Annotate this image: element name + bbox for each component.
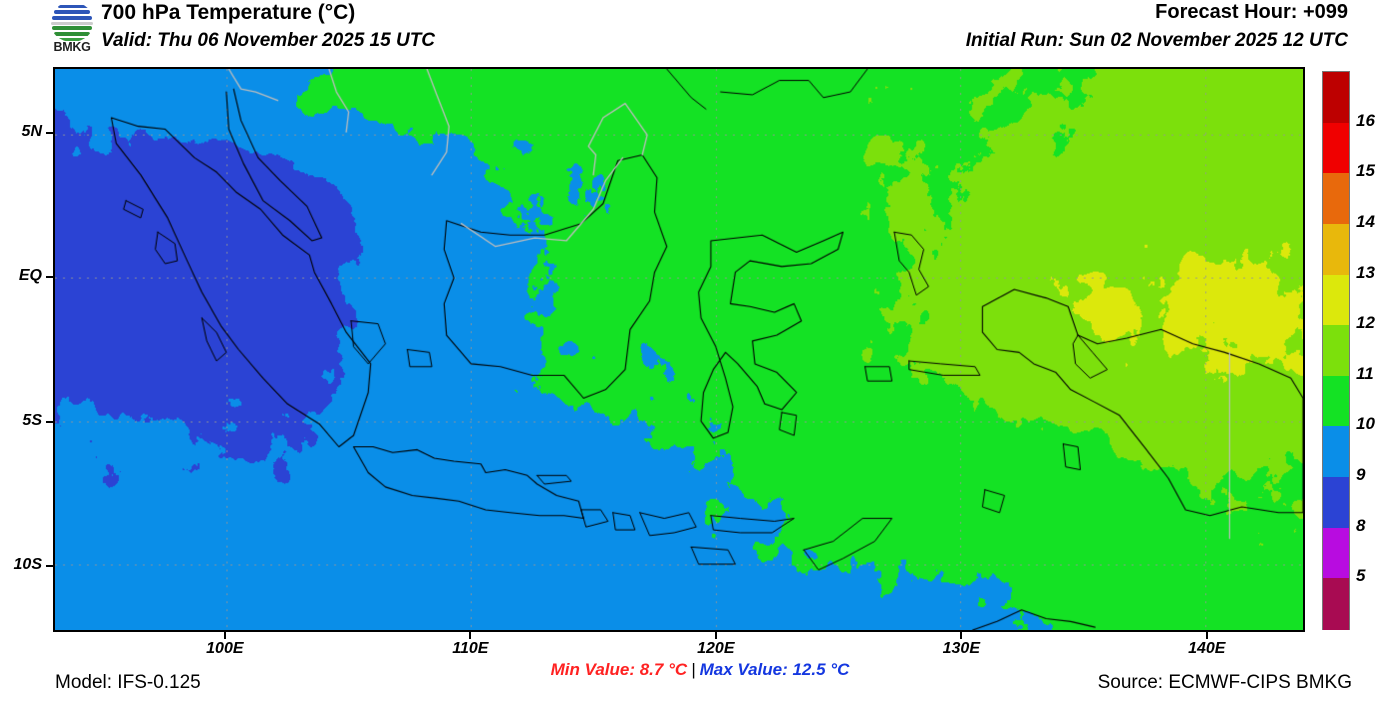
max-value-label: Max Value: 12.5 °C <box>699 660 850 679</box>
bmkg-logo-emblem-icon <box>50 2 94 42</box>
x-axis-tick-mark <box>469 632 472 639</box>
x-axis-tick-mark <box>223 632 226 639</box>
colorbar-tick-label: 9 <box>1356 465 1366 485</box>
colorbar-tick-label: 11 <box>1356 363 1374 383</box>
x-axis-tick-label: 130E <box>942 640 980 657</box>
page-title: 700 hPa Temperature (°C) <box>101 1 356 24</box>
logo-band <box>51 26 93 30</box>
colorbar-band <box>1323 426 1349 478</box>
temperature-contour-canvas <box>55 69 1303 630</box>
x-axis-tick-mark <box>1205 632 1208 639</box>
temperature-colorbar[interactable] <box>1322 71 1350 630</box>
colorbar-tick-label: 13 <box>1356 262 1375 282</box>
colorbar-tick-label: 16 <box>1356 110 1375 130</box>
y-axis-tick-mark <box>46 420 53 423</box>
colorbar-tick-label: 5 <box>1356 566 1366 586</box>
colorbar-band <box>1323 527 1349 579</box>
source-label: Source: ECMWF-CIPS BMKG <box>1097 672 1352 693</box>
header: BMKG 700 hPa Temperature (°C) Valid: Thu… <box>0 0 1400 60</box>
x-axis-tick-label: 120E <box>697 640 735 657</box>
model-label: Model: IFS-0.125 <box>55 672 201 693</box>
x-axis-tick-mark <box>714 632 717 639</box>
colorbar-tick-label: 10 <box>1356 414 1375 434</box>
min-value-label: Min Value: 8.7 °C <box>550 660 688 679</box>
y-axis-tick-mark <box>46 132 53 135</box>
colorbar-band <box>1323 173 1349 225</box>
logo-band <box>53 32 91 36</box>
colorbar-tick-label: 15 <box>1356 161 1375 181</box>
bmkg-logo-label: BMKG <box>53 40 91 54</box>
colorbar-tick-label: 14 <box>1356 211 1375 231</box>
min-max-summary: Min Value: 8.7 °C | Max Value: 12.5 °C <box>0 660 1400 680</box>
weather-map[interactable]: Copyright Sub Bidang Prediksi Cuaca BMKG… <box>53 67 1305 632</box>
forecast-hour-label: Forecast Hour: +099 <box>1155 1 1348 23</box>
x-axis-tick-mark <box>960 632 963 639</box>
logo-band <box>57 5 89 8</box>
colorbar-tick-label: 8 <box>1356 515 1366 535</box>
colorbar-band <box>1323 122 1349 174</box>
bmkg-logo: BMKG <box>44 2 100 56</box>
colorbar-band <box>1323 223 1349 276</box>
y-axis-tick-label: 5N <box>21 123 42 141</box>
colorbar-band <box>1323 274 1349 326</box>
y-axis-tick-mark <box>46 564 53 567</box>
logo-band <box>50 22 94 25</box>
x-axis-tick-label: 110E <box>452 640 489 657</box>
colorbar-band <box>1323 72 1349 124</box>
colorbar-band <box>1323 477 1349 529</box>
y-axis-tick-label: 10S <box>13 555 42 573</box>
colorbar-band <box>1323 375 1349 428</box>
initial-run-label: Initial Run: Sun 02 November 2025 12 UTC <box>965 30 1348 51</box>
y-axis-tick-label: EQ <box>18 267 42 285</box>
logo-band <box>57 38 88 41</box>
logo-band <box>51 16 93 20</box>
valid-time-label: Valid: Thu 06 November 2025 15 UTC <box>101 30 436 51</box>
colorbar-band <box>1323 325 1349 377</box>
x-axis-tick-label: 140E <box>1188 640 1226 657</box>
min-max-separator: | <box>691 660 696 679</box>
colorbar-band <box>1323 578 1349 630</box>
logo-band <box>54 10 91 14</box>
colorbar-tick-label: 12 <box>1356 313 1375 333</box>
y-axis-tick-mark <box>46 276 53 279</box>
y-axis-tick-label: 5S <box>22 411 42 429</box>
x-axis-tick-label: 100E <box>206 640 244 657</box>
